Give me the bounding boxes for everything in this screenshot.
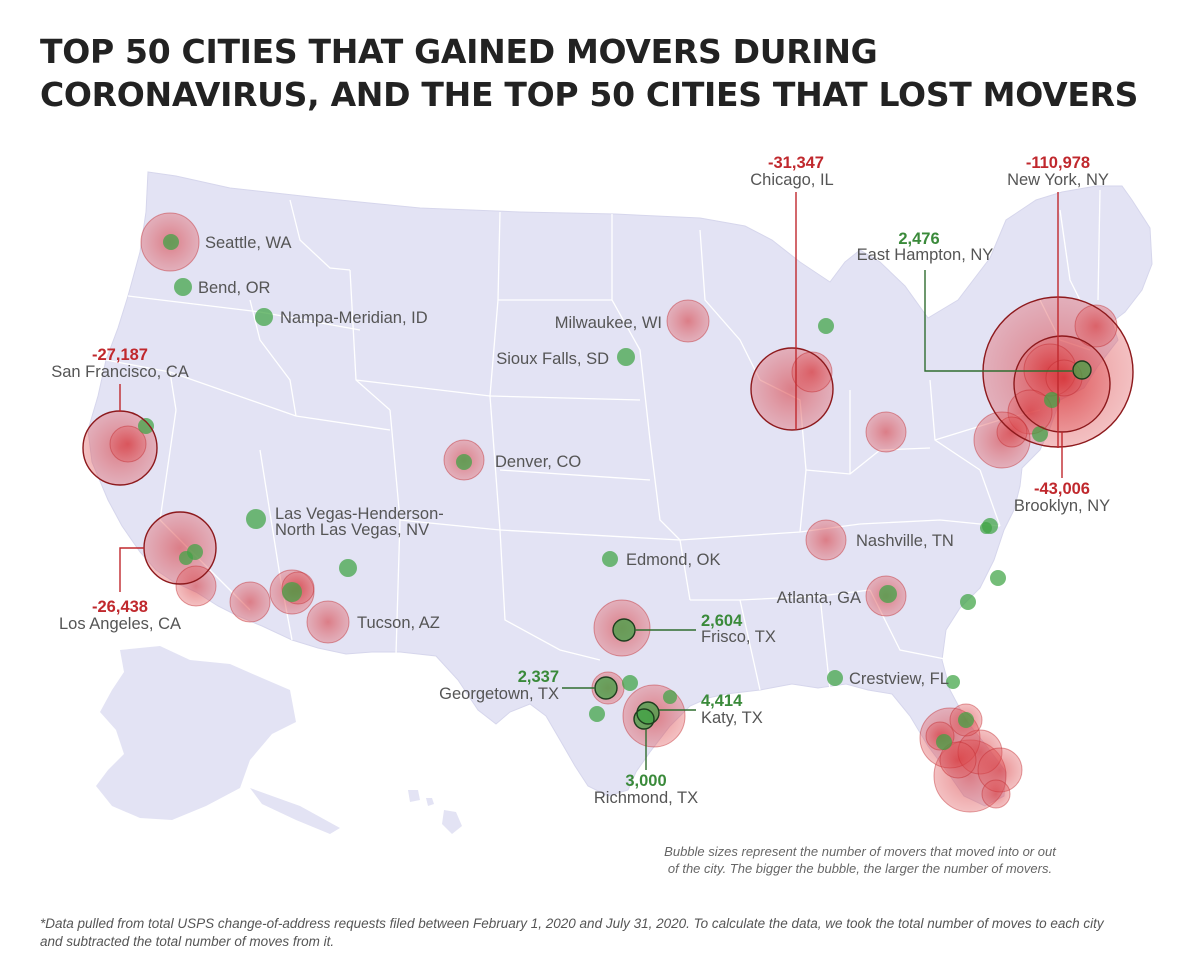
page-title: TOP 50 CITIES THAT GAINED MOVERS DURING … — [40, 30, 1180, 116]
bubble-chicago-2 — [791, 351, 833, 393]
value-georgetown: 2,337 — [518, 668, 559, 686]
bubble-sf-inner — [109, 425, 147, 463]
value-chicago: -31,347 — [768, 154, 824, 172]
label-richmond: Richmond, TX — [594, 789, 698, 807]
bubble-atlanta-gain — [879, 585, 897, 603]
footnote-line-1: *Data pulled from total USPS change-of-a… — [40, 916, 1104, 931]
data-footnote: *Data pulled from total USPS change-of-a… — [40, 915, 1170, 951]
label-frisco: Frisco, TX — [701, 628, 776, 646]
value-east-hampton: 2,476 — [898, 230, 939, 248]
bubble-fl-8 — [981, 779, 1011, 809]
bubble-fl-gain-3 — [936, 734, 952, 750]
bubble-columbus — [865, 411, 907, 453]
label-milwaukee: Milwaukee, WI — [555, 314, 662, 332]
label-new-york: New York, NY — [1007, 171, 1109, 189]
bubble-san-antonio — [589, 706, 605, 722]
label-sioux-falls: Sioux Falls, SD — [496, 350, 609, 368]
label-bend: Bend, OR — [198, 279, 271, 297]
bubble-bend — [174, 278, 192, 296]
label-east-hampton: East Hampton, NY — [857, 246, 994, 264]
hawaii-land — [408, 790, 462, 834]
leader-east-hampton — [924, 270, 1073, 372]
label-denver: Denver, CO — [495, 453, 581, 471]
city-labels: Seattle, WA Bend, OR Nampa-Meridian, ID … — [51, 154, 1110, 807]
bubble-fl-5 — [939, 741, 977, 779]
title-line-1: TOP 50 CITIES THAT GAINED MOVERS DURING — [40, 32, 878, 71]
label-atlanta: Atlanta, GA — [777, 589, 861, 607]
note-line-1: Bubble sizes represent the number of mov… — [664, 844, 1056, 859]
bubble-austin-gain — [622, 675, 638, 691]
value-frisco: 2,604 — [701, 612, 743, 630]
bubble-nashville — [805, 519, 847, 561]
bubble-frisco — [613, 619, 635, 641]
value-los-angeles: -26,438 — [92, 598, 148, 616]
bubble-la-gain-2 — [179, 551, 193, 565]
bubble-georgetown — [595, 677, 617, 699]
bubble-fl-gain-2 — [958, 712, 974, 728]
value-katy: 4,414 — [701, 692, 743, 710]
bubble-milwaukee — [666, 299, 710, 343]
gain-bubbles — [138, 234, 1091, 750]
bubble-nampa — [255, 308, 273, 326]
label-edmond: Edmond, OK — [626, 551, 720, 569]
label-nampa: Nampa-Meridian, ID — [280, 309, 428, 327]
bubble-fl-gain-1 — [946, 675, 960, 689]
bubble-seattle-gain — [163, 234, 179, 250]
value-new-york: -110,978 — [1026, 154, 1090, 172]
label-brooklyn: Brooklyn, NY — [1014, 497, 1110, 515]
bubble-crestview — [827, 670, 843, 686]
bubble-edmond — [602, 551, 618, 567]
bubble-phoenix-gain — [282, 582, 302, 602]
title-line-2: CORONAVIRUS, AND THE TOP 50 CITIES THAT … — [40, 75, 1139, 114]
bubble-st-george — [339, 559, 357, 577]
alaska-land — [96, 646, 340, 834]
label-crestview: Crestview, FL — [849, 670, 949, 688]
value-richmond: 3,000 — [625, 772, 666, 790]
bubble-denver-gain — [456, 454, 472, 470]
label-nashville: Nashville, TN — [856, 532, 954, 550]
label-tucson: Tucson, AZ — [357, 614, 440, 632]
value-san-francisco: -27,187 — [92, 346, 148, 364]
leader-lines — [119, 192, 1073, 770]
bubble-tucson — [306, 600, 350, 644]
bubble-sioux-falls — [617, 348, 635, 366]
bubble-houston-gain — [663, 690, 677, 704]
label-las-vegas-2: North Las Vegas, NV — [275, 521, 429, 539]
bubble-michigan — [818, 318, 834, 334]
bubble-myrtle — [990, 570, 1006, 586]
label-seattle: Seattle, WA — [205, 234, 292, 252]
bubble-raleigh-2 — [980, 522, 992, 534]
bubble-las-vegas — [246, 509, 266, 529]
bubble-sf-gain — [138, 418, 154, 434]
bubble-size-note: Bubble sizes represent the number of mov… — [600, 843, 1120, 877]
footnote-line-2: and subtracted the total number of moves… — [40, 934, 335, 949]
value-brooklyn: -43,006 — [1034, 480, 1090, 498]
note-line-2: of the city. The bigger the bubble, the … — [667, 861, 1053, 876]
label-las-vegas-1: Las Vegas-Henderson- — [275, 505, 444, 523]
leader-los-angeles — [119, 547, 144, 592]
bubble-la-2 — [175, 565, 217, 607]
bubble-la-3 — [229, 581, 271, 623]
label-katy: Katy, TX — [701, 709, 763, 727]
label-chicago: Chicago, IL — [750, 171, 833, 189]
bubble-charleston — [960, 594, 976, 610]
label-georgetown: Georgetown, TX — [439, 685, 559, 703]
bubble-dc-gain — [1032, 426, 1048, 442]
label-san-francisco: San Francisco, CA — [51, 363, 189, 381]
label-los-angeles: Los Angeles, CA — [59, 615, 181, 633]
bubble-nj-gain — [1044, 392, 1060, 408]
bubble-east-hampton — [1073, 361, 1091, 379]
